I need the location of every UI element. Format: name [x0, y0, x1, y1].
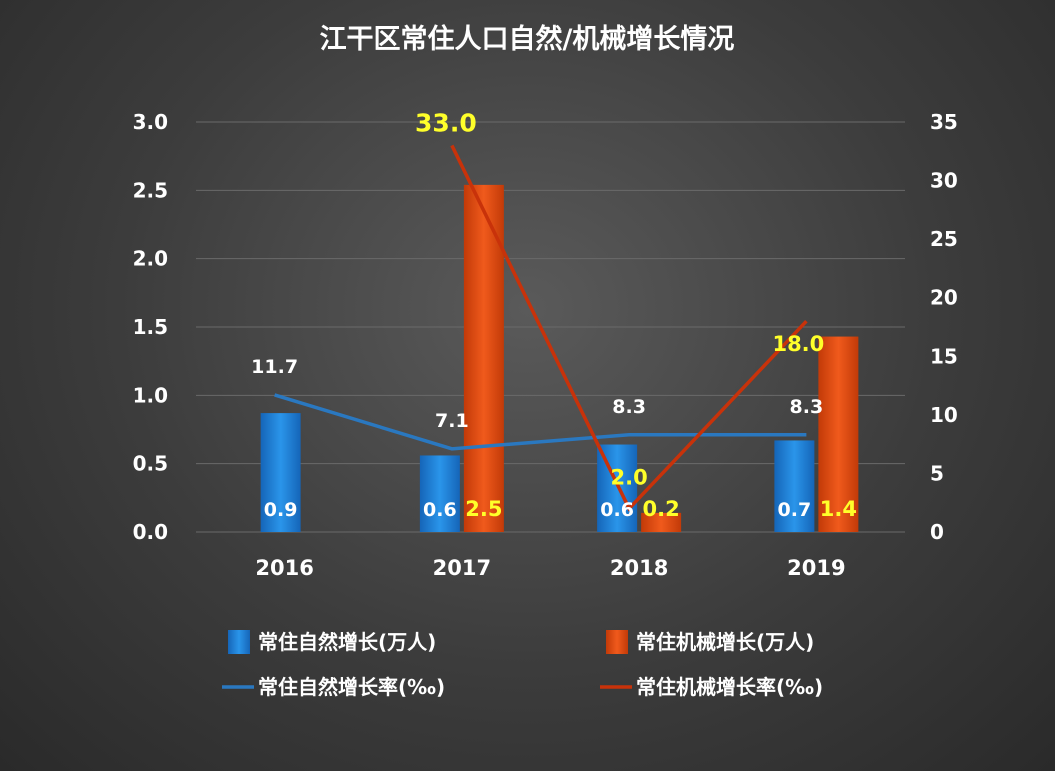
- data-labels: 0.9 0.6 2.5 0.6 0.2 0.7 1.4 11.7 7.1 8.3 8.3 33.0 2.…: [251, 108, 857, 521]
- x-tick-label: 2017: [433, 556, 491, 580]
- right-tick-label: 0: [930, 520, 944, 544]
- left-tick-label: 3.0: [133, 110, 168, 134]
- right-tick-label: 15: [930, 344, 958, 368]
- bar-mechanical-growth: [641, 512, 682, 532]
- line-label-natural-rate: 7.1: [435, 410, 469, 432]
- line-mechanical-rate: [450, 144, 808, 512]
- left-tick-label: 0.5: [133, 452, 168, 476]
- bar-label-mechanical: 0.2: [643, 497, 680, 521]
- bar-natural-growth: [260, 413, 301, 532]
- chart-title: 江干区常住人口自然/机械增长情况: [320, 23, 735, 55]
- left-tick-label: 1.0: [133, 383, 168, 407]
- gridlines: [196, 121, 905, 533]
- legend-label: 常住自然增长(万人): [258, 630, 436, 654]
- lines: [274, 144, 808, 512]
- left-tick-label: 2.5: [133, 178, 168, 202]
- line-label-mechanical-rate: 18.0: [772, 332, 824, 356]
- line-label-natural-rate: 11.7: [251, 356, 298, 378]
- bar-natural-growth: [774, 440, 815, 532]
- bar-mechanical-growth: [818, 336, 859, 532]
- x-tick-label: 2019: [787, 556, 845, 580]
- line-label-natural-rate: 8.3: [790, 396, 824, 418]
- bar-label-mechanical: 1.4: [820, 497, 857, 521]
- legend-label: 常住机械增长率(‰): [636, 675, 823, 699]
- right-tick-label: 10: [930, 403, 958, 427]
- bar-label-natural: 0.6: [423, 499, 457, 521]
- legend: 常住自然增长(万人) 常住机械增长(万人) 常住自然增长率(‰) 常住机械增长率(‰): [222, 630, 823, 699]
- right-tick-label: 35: [930, 110, 958, 134]
- legend-swatch-bar: [228, 630, 250, 654]
- x-tick-label: 2018: [610, 556, 668, 580]
- line-label-mechanical-rate: 2.0: [611, 466, 648, 490]
- right-axis-ticks: 0 5 10 15 20 25 30 35: [930, 110, 958, 544]
- legend-label: 常住自然增长率(‰): [258, 675, 445, 699]
- bar-label-mechanical: 2.5: [465, 497, 502, 521]
- line-label-natural-rate: 8.3: [612, 396, 646, 418]
- right-tick-label: 20: [930, 286, 958, 310]
- bar-natural-growth: [419, 455, 460, 532]
- bar-label-natural: 0.6: [600, 499, 634, 521]
- line-natural-rate: [274, 393, 807, 451]
- bar-label-natural: 0.9: [264, 499, 298, 521]
- bar-label-natural: 0.7: [778, 499, 812, 521]
- x-axis-ticks: 2016 2017 2018 2019: [255, 556, 845, 580]
- right-tick-label: 5: [930, 461, 944, 485]
- right-tick-label: 25: [930, 227, 958, 251]
- left-tick-label: 0.0: [133, 520, 168, 544]
- bar-mechanical-growth: [463, 184, 504, 532]
- left-tick-label: 2.0: [133, 247, 168, 271]
- right-tick-label: 30: [930, 169, 958, 193]
- legend-label: 常住机械增长(万人): [636, 630, 814, 654]
- line-label-mechanical-rate: 33.0: [415, 108, 477, 137]
- legend-swatch-bar: [606, 630, 628, 654]
- bars: [260, 184, 859, 532]
- left-axis-ticks: 0.0 0.5 1.0 1.5 2.0 2.5 3.0: [133, 110, 168, 544]
- x-tick-label: 2016: [255, 556, 313, 580]
- left-tick-label: 1.5: [133, 315, 168, 339]
